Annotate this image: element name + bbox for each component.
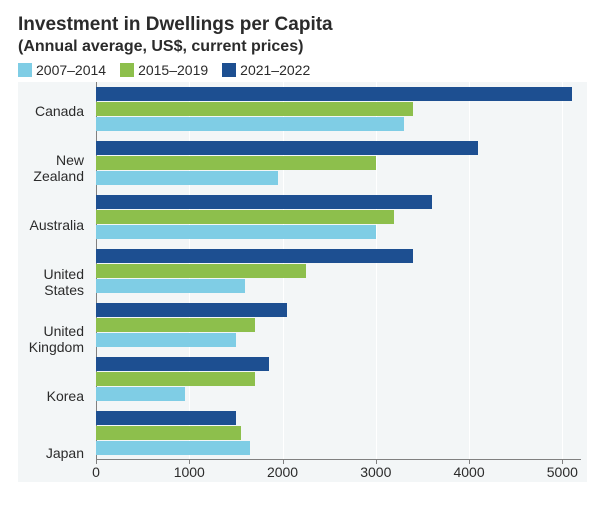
y-category-label: Canada bbox=[18, 103, 90, 119]
x-tick-label: 3000 bbox=[360, 464, 391, 480]
chart-container: Investment in Dwellings per Capita (Annu… bbox=[0, 0, 605, 507]
bar bbox=[96, 141, 478, 155]
y-category-label: Japan bbox=[18, 445, 90, 461]
x-tick-label: 0 bbox=[92, 464, 100, 480]
legend-item: 2007–2014 bbox=[18, 62, 106, 78]
legend-swatch bbox=[222, 63, 236, 77]
y-category-label: Australia bbox=[18, 217, 90, 233]
legend-label: 2021–2022 bbox=[240, 62, 310, 78]
y-labels: Canada NewZealand Australia UnitedStates Uni… bbox=[18, 82, 90, 482]
y-category-label: UnitedStates bbox=[18, 266, 90, 298]
bar bbox=[96, 333, 236, 347]
x-tick-label: 1000 bbox=[174, 464, 205, 480]
legend-swatch bbox=[120, 63, 134, 77]
bar bbox=[96, 264, 306, 278]
bar bbox=[96, 279, 245, 293]
x-labels: 010002000300040005000 bbox=[96, 462, 581, 482]
legend-label: 2007–2014 bbox=[36, 62, 106, 78]
legend-swatch bbox=[18, 63, 32, 77]
bar bbox=[96, 156, 376, 170]
bar bbox=[96, 411, 236, 425]
legend-label: 2015–2019 bbox=[138, 62, 208, 78]
x-tick bbox=[376, 460, 377, 464]
bar bbox=[96, 318, 255, 332]
x-tick bbox=[469, 460, 470, 464]
x-tick bbox=[96, 460, 97, 464]
bars bbox=[96, 82, 581, 460]
bar bbox=[96, 441, 250, 455]
bar bbox=[96, 195, 432, 209]
bar bbox=[96, 249, 413, 263]
x-tick bbox=[562, 460, 563, 464]
legend-item: 2021–2022 bbox=[222, 62, 310, 78]
x-tick-label: 2000 bbox=[267, 464, 298, 480]
bar bbox=[96, 357, 269, 371]
bar bbox=[96, 117, 404, 131]
legend: 2007–2014 2015–2019 2021–2022 bbox=[18, 62, 587, 78]
bar bbox=[96, 426, 241, 440]
bar bbox=[96, 303, 287, 317]
y-category-label: UnitedKingdom bbox=[18, 323, 90, 355]
x-tick bbox=[283, 460, 284, 464]
y-category-label: NewZealand bbox=[18, 152, 90, 184]
bar bbox=[96, 171, 278, 185]
chart-subtitle: (Annual average, US$, current prices) bbox=[18, 38, 587, 56]
x-tick bbox=[189, 460, 190, 464]
bar bbox=[96, 102, 413, 116]
bar bbox=[96, 387, 185, 401]
bar bbox=[96, 225, 376, 239]
bar bbox=[96, 372, 255, 386]
y-category-label: Korea bbox=[18, 388, 90, 404]
x-tick-label: 4000 bbox=[453, 464, 484, 480]
chart-title: Investment in Dwellings per Capita bbox=[18, 14, 587, 36]
plot-area: Canada NewZealand Australia UnitedStates Uni… bbox=[18, 82, 587, 482]
x-tick-label: 5000 bbox=[547, 464, 578, 480]
bar bbox=[96, 210, 394, 224]
bar bbox=[96, 87, 572, 101]
legend-item: 2015–2019 bbox=[120, 62, 208, 78]
